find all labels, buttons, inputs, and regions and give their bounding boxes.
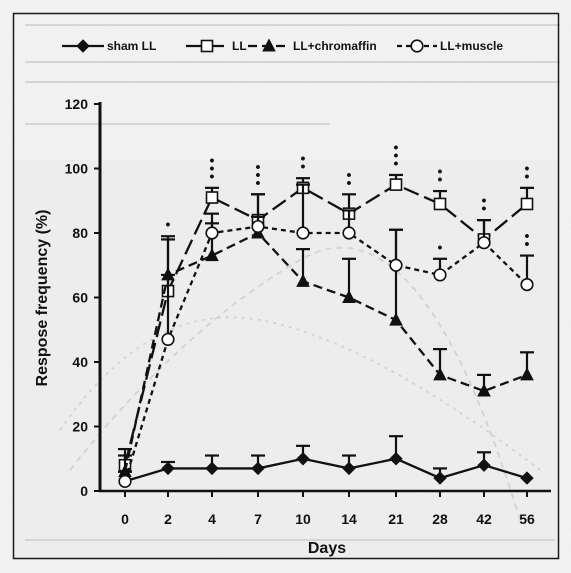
significance-dot: • [525, 236, 530, 252]
significance-dot: • [256, 174, 261, 190]
x-tick-label: 56 [519, 511, 535, 527]
data-point [389, 452, 403, 466]
legend-label: LL+chromaffin [293, 39, 377, 53]
x-tick-label: 21 [388, 511, 404, 527]
data-point [251, 219, 265, 234]
data-point [251, 461, 265, 476]
significance-dot: • [210, 152, 215, 168]
significance-dot: • [438, 171, 443, 187]
data-point [205, 191, 219, 204]
figure-border [12, 12, 560, 560]
x-tick-label: 14 [341, 511, 357, 527]
data-point [342, 226, 356, 240]
bleed-through-artifacts [25, 24, 560, 541]
data-point [520, 197, 534, 211]
data-point [342, 289, 356, 303]
data-point [520, 471, 534, 485]
significance-dot: • [166, 216, 171, 232]
x-tick-label: 10 [295, 511, 311, 527]
y-tick-label: 60 [72, 290, 88, 306]
series-line [123, 225, 528, 482]
significance-dot: • [394, 155, 399, 171]
data-point [477, 383, 491, 397]
significance-dot: • [210, 160, 215, 176]
significance-dot: • [525, 228, 530, 244]
significance-dot: • [482, 200, 487, 216]
x-tick-label: 28 [432, 511, 448, 527]
data-point [118, 474, 132, 488]
y-tick-label: 20 [72, 419, 88, 435]
y-tick-label: 100 [65, 161, 89, 177]
significance-dot: • [438, 163, 443, 179]
significance-dot: • [525, 168, 530, 184]
significance-dot: • [256, 158, 261, 174]
legend-item: LL+chromaffin [248, 38, 377, 53]
data-point [433, 471, 447, 485]
x-tick-label: 42 [476, 511, 492, 527]
significance-dot: • [301, 150, 306, 166]
legend-marker [262, 38, 276, 52]
significance-dot: • [347, 174, 352, 190]
data-point [389, 178, 403, 191]
data-point [389, 312, 403, 326]
data-point [389, 258, 403, 272]
y-tick-label: 0 [80, 483, 88, 499]
significance-markers: ••••••• •••••••••••••• •• [166, 139, 530, 255]
series-layer: ••••••• •••••••••••••• •• [118, 139, 534, 489]
legend-label: sham LL [107, 39, 156, 53]
data-point [433, 367, 447, 381]
x-tick-label: 2 [164, 511, 172, 527]
legend-marker [410, 39, 424, 53]
y-tick-label: 40 [72, 354, 88, 370]
axes: 0 20 40 60 80 100 120 0 2 4 7 10 14 21 28 42 56 [65, 96, 551, 527]
series-line [123, 183, 528, 466]
data-point [433, 268, 447, 282]
y-axis-title: Respose frequency (%) [34, 210, 51, 387]
x-tick-label: 7 [254, 511, 262, 527]
data-point [205, 461, 219, 476]
data-point [342, 461, 356, 476]
legend-marker [200, 39, 214, 53]
data-point [161, 461, 175, 476]
data-point [205, 247, 219, 262]
significance-dot: • [394, 147, 399, 163]
legend-label: LL+muscle [440, 39, 503, 53]
series-line [124, 457, 528, 483]
series-ll-muscle [118, 183, 534, 488]
x-tick-label: 4 [208, 511, 216, 527]
data-point [477, 236, 491, 250]
significance-dot: • [347, 166, 352, 182]
data-point [433, 197, 447, 211]
data-point [296, 226, 310, 240]
y-tick-label: 120 [65, 96, 89, 112]
data-point [161, 332, 175, 347]
legend-marker [76, 39, 90, 53]
significance-dot: • [394, 139, 399, 155]
legend-item: LL [186, 39, 247, 53]
series-sham-ll [118, 435, 534, 489]
data-point [520, 278, 534, 292]
x-axis-title: Days [308, 540, 346, 557]
data-point [296, 452, 310, 466]
data-point [477, 458, 491, 472]
significance-dot: • [301, 158, 306, 174]
series-line [123, 231, 528, 472]
legend-label: LL [232, 39, 247, 53]
x-tick-label: 0 [121, 511, 129, 527]
data-point [205, 226, 219, 240]
significance-dot: • [210, 168, 215, 184]
significance-dot: • [256, 166, 261, 182]
data-point [296, 273, 310, 287]
significance-dot: • [525, 160, 530, 176]
significance-dot: • [438, 239, 443, 255]
legend: sham LL LL LL+chromaffin LL+muscle [62, 38, 503, 53]
legend-item: sham LL [62, 39, 156, 53]
data-point [520, 367, 534, 381]
significance-dot: • [482, 192, 487, 208]
legend-item: LL+muscle [397, 39, 503, 53]
y-tick-label: 80 [72, 225, 88, 241]
